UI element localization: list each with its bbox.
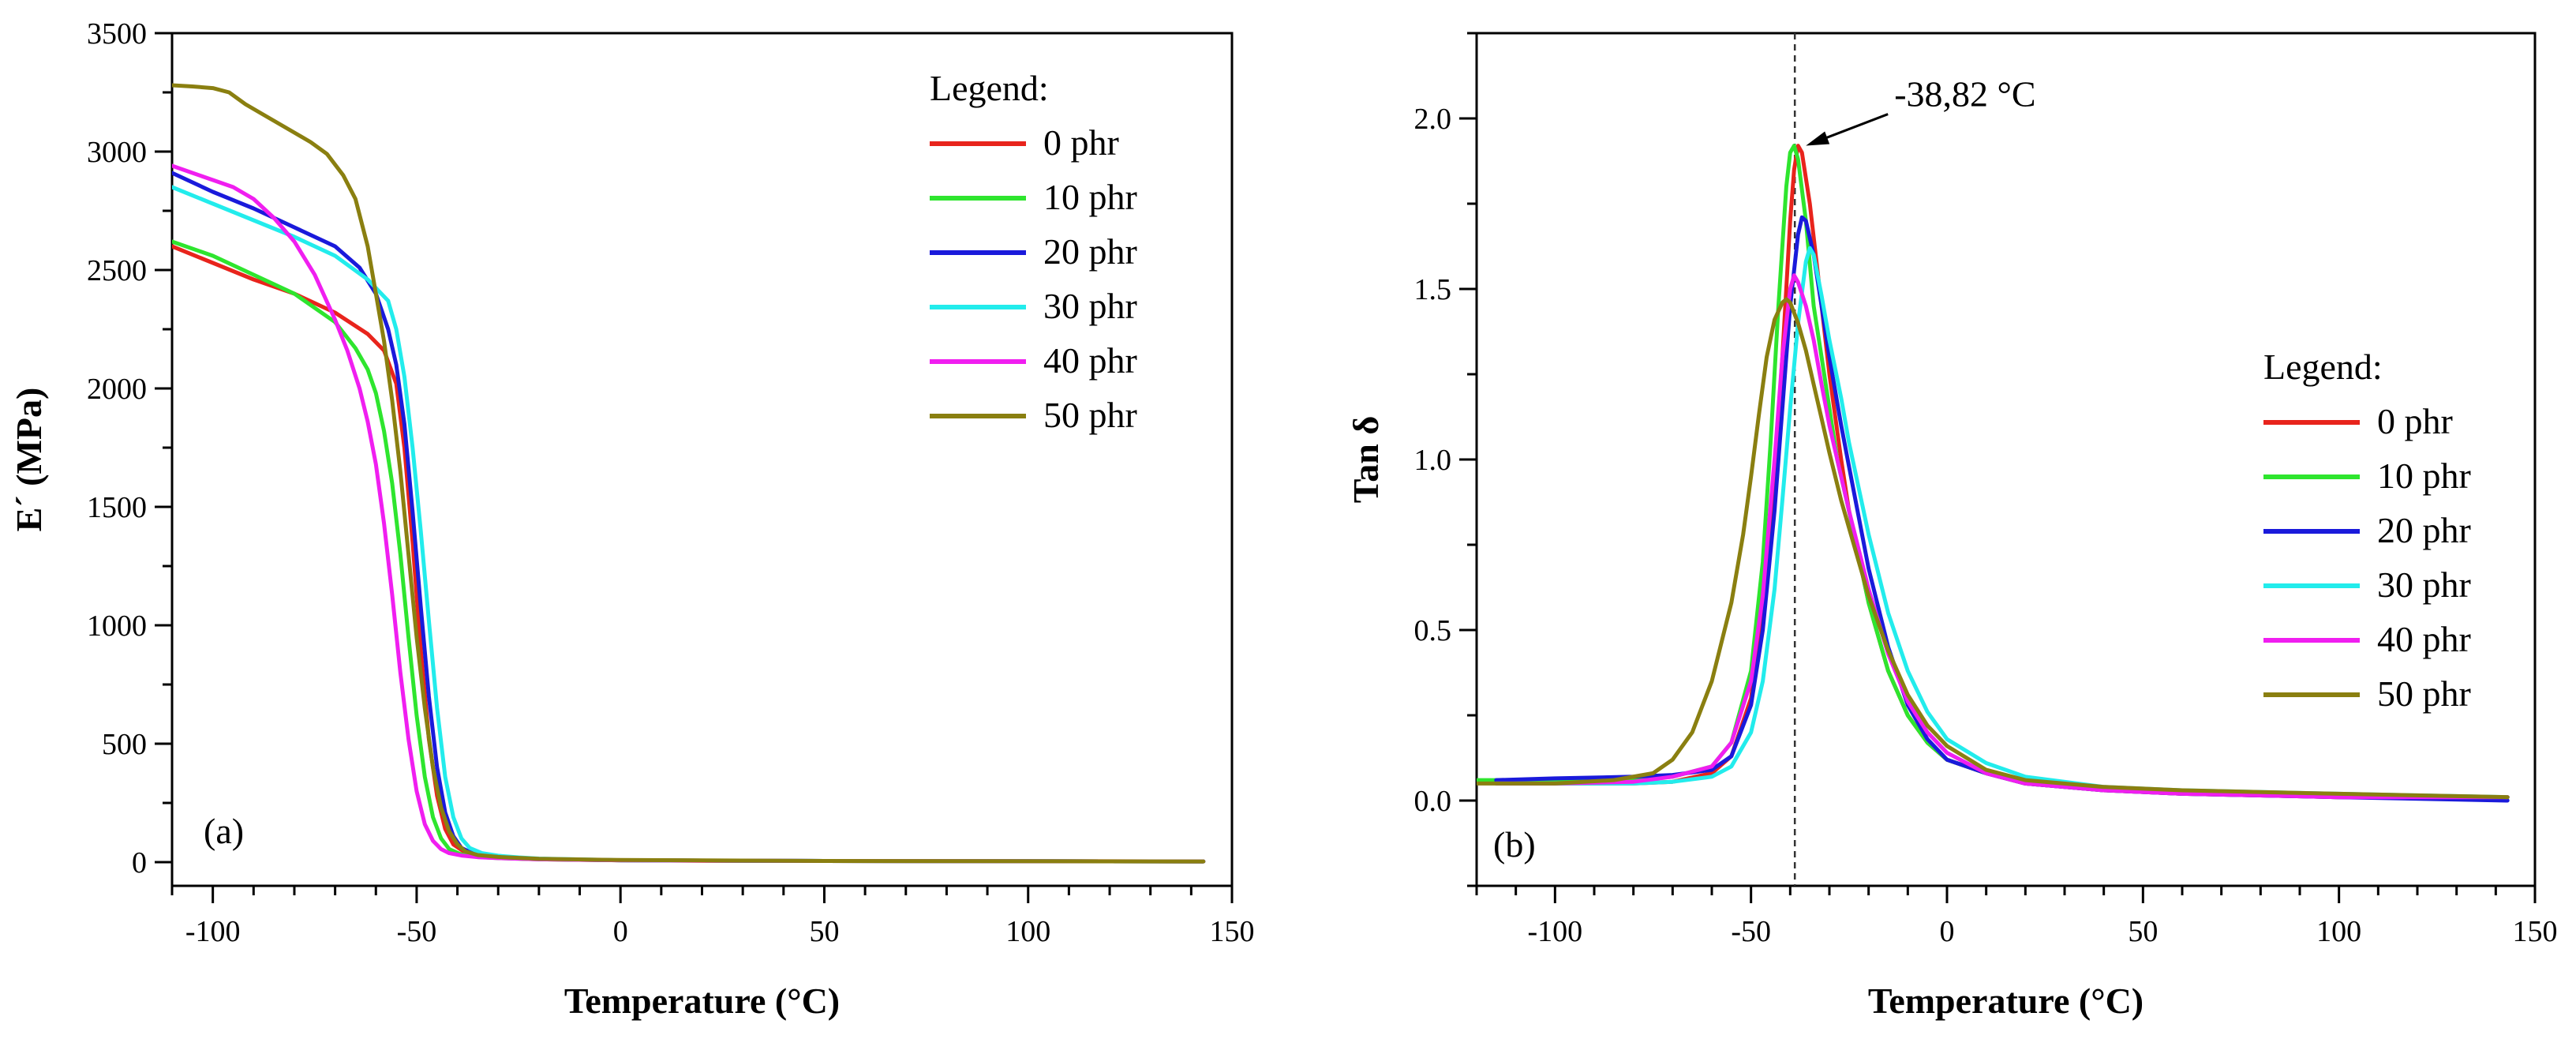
legend-title: Legend: — [2263, 347, 2383, 387]
legend-label: 10 phr — [2377, 456, 2471, 496]
x-tick-label: -50 — [397, 915, 437, 948]
annotation-label: -38,82 °C — [1894, 74, 2035, 114]
y-tick-label: 1.5 — [1414, 273, 1452, 306]
legend-label: 40 phr — [2377, 619, 2471, 659]
x-tick-label: 100 — [1005, 915, 1050, 948]
panel-label: (a) — [204, 811, 244, 851]
y-tick-label: 0.5 — [1414, 614, 1452, 647]
x-tick-label: -100 — [1528, 915, 1583, 948]
series-line — [1494, 246, 2510, 800]
panel-label: (b) — [1493, 824, 1536, 865]
y-tick-label: 2.0 — [1414, 103, 1452, 136]
legend-label: 40 phr — [1043, 340, 1137, 381]
legend-label: 50 phr — [1043, 395, 1137, 435]
legend: Legend: 0 phr 10 phr 20 phr 30 phr 40 phr 50 p… — [2263, 347, 2471, 714]
legend-label: 20 phr — [1043, 231, 1137, 272]
y-tick-label: 0 — [132, 846, 147, 880]
legend: Legend: 0 phr 10 phr 20 phr 30 phr 40 phr 50 p… — [930, 68, 1137, 435]
series-group — [172, 83, 1206, 864]
annotation-arrow-line — [1819, 113, 1889, 141]
y-tick-label: 1500 — [87, 491, 147, 524]
legend-label: 20 phr — [2377, 510, 2471, 550]
series-line — [172, 83, 1206, 864]
x-tick-label: 0 — [1940, 915, 1955, 948]
y-tick-label: 1000 — [87, 610, 147, 643]
legend-label: 30 phr — [2377, 565, 2471, 605]
legend-label: 0 phr — [2377, 401, 2453, 441]
x-tick-label: 100 — [2316, 915, 2361, 948]
series-line — [1494, 273, 2510, 800]
series-line — [1477, 297, 2510, 800]
x-tick-label: 150 — [2513, 915, 2558, 948]
x-axis-title: Temperature (°C) — [1868, 981, 2144, 1021]
x-tick-label: 50 — [2128, 915, 2158, 948]
legend-label: 0 phr — [1043, 122, 1119, 163]
legend-label: 30 phr — [1043, 286, 1137, 326]
series-group — [1477, 144, 2510, 803]
legend-title: Legend: — [930, 68, 1049, 108]
y-tick-label: 500 — [102, 728, 147, 761]
y-tick-label: 0.0 — [1414, 785, 1452, 818]
y-tick-label: 3500 — [87, 17, 147, 51]
y-axis-title: E´ (MPa) — [9, 388, 49, 532]
chart-panel-a: -100 -50 0 50 100 150050010001500200025003000… — [9, 17, 1255, 1021]
x-tick-label: 150 — [1210, 915, 1255, 948]
y-tick-label: 1.0 — [1414, 444, 1452, 477]
x-tick-label: -100 — [185, 915, 241, 948]
y-tick-label: 3000 — [87, 136, 147, 169]
y-tick-label: 2000 — [87, 373, 147, 406]
x-axis-title: Temperature (°C) — [564, 981, 840, 1021]
annotation-arrowhead — [1806, 131, 1830, 146]
x-tick-label: 50 — [809, 915, 839, 948]
chart-panel-b: -100 -50 0 50 100 150 0.0 0.5 1.0 1.5 2.0 Temperatu… — [1346, 32, 2558, 1021]
legend-label: 10 phr — [1043, 177, 1137, 217]
y-tick-label: 2500 — [87, 254, 147, 287]
x-tick-label: 0 — [613, 915, 628, 948]
y-axis-title: Tan δ — [1346, 416, 1386, 503]
x-tick-label: -50 — [1731, 915, 1771, 948]
legend-label: 50 phr — [2377, 673, 2471, 714]
